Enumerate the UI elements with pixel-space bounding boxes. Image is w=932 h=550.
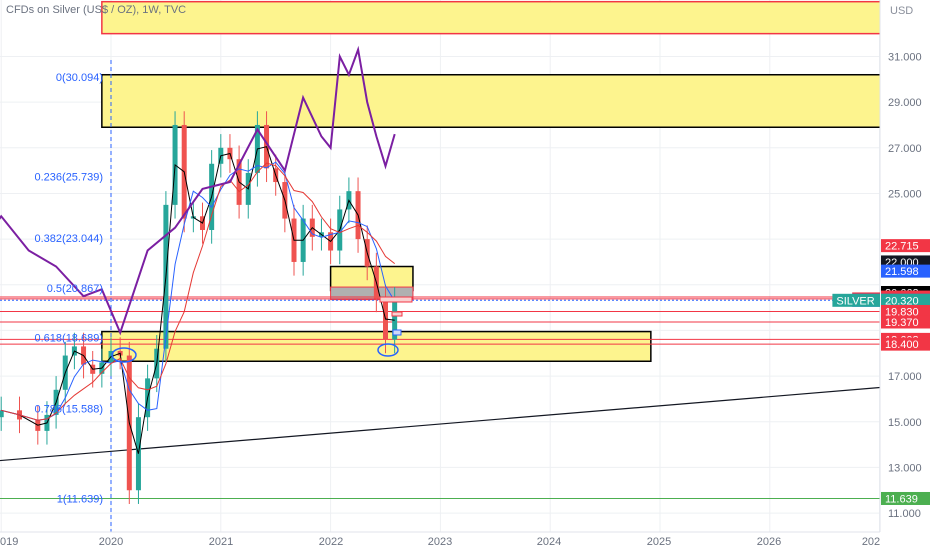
x-tick-label: 2020 [99, 536, 123, 548]
ma-red-line [1, 162, 396, 421]
x-tick-label: 2021 [209, 536, 233, 548]
price-badge-label: 22.715 [885, 241, 919, 253]
price-badge [881, 293, 930, 307]
order-marker [379, 296, 413, 303]
x-tick-label: 2026 [757, 536, 781, 548]
price-badge [881, 239, 930, 253]
price-badge-label: 20.320 [885, 295, 919, 307]
fib-label: 0.786(15.588) [35, 403, 104, 415]
y-tick-label: 11.000 [888, 508, 921, 520]
y-tick-label: 17.000 [888, 371, 922, 383]
ma-black-line [1, 146, 395, 454]
price-badge [881, 491, 930, 505]
zone-rect [101, 0, 927, 35]
x-tick-label: 019 [0, 536, 18, 548]
candle-body [0, 410, 4, 418]
x-tick-label: 2024 [537, 536, 561, 548]
fib-label: 0.5(20.867) [47, 283, 103, 295]
price-badge-label: 21.598 [885, 266, 919, 278]
y-tick-label: 29.000 [888, 97, 922, 109]
y-tick-label: 25.000 [888, 188, 922, 200]
zone-rect [101, 73, 927, 128]
circle-marker [111, 347, 137, 363]
price-badge [881, 304, 930, 318]
x-tick-label: 2023 [428, 536, 452, 548]
order-marker [391, 311, 403, 317]
circle-marker [377, 343, 399, 357]
fib-label: 0.618(18.689) [35, 333, 104, 345]
x-tick-label: 2022 [319, 536, 343, 548]
fib-label: 0.236(25.739) [35, 172, 104, 184]
price-tag-label: SILVER [836, 295, 874, 307]
price-badge-label: 19.830 [885, 306, 919, 318]
overlay-series [0, 45, 396, 336]
price-badge-label: 18.400 [885, 339, 919, 351]
y-tick-label: 27.000 [888, 143, 922, 155]
fib-label: 1(11.639) [57, 493, 103, 505]
price-badge [881, 315, 930, 329]
y-tick-label: 15.000 [888, 417, 922, 429]
zone-rect [101, 330, 652, 363]
price-badge-label: 19.370 [885, 317, 919, 329]
fib-label: 0(30.094) [56, 72, 103, 84]
chart-title: CFDs on Silver (US$ / OZ), 1W, TVC [6, 4, 187, 16]
order-marker [392, 329, 402, 336]
price-tag [832, 293, 880, 307]
currency-label: USD [890, 5, 913, 17]
price-badge-label: 11.639 [885, 493, 918, 505]
trendline [0, 386, 881, 462]
price-badge [881, 337, 930, 351]
price-badge [881, 264, 930, 278]
y-tick-label: 31.000 [888, 51, 922, 63]
fib-label: 0.382(23.044) [35, 233, 104, 245]
x-tick-label: 2025 [647, 536, 671, 548]
x-tick-label: 202 [862, 536, 880, 548]
ma-blue-line [1, 161, 396, 421]
y-tick-label: 13.000 [888, 462, 922, 474]
